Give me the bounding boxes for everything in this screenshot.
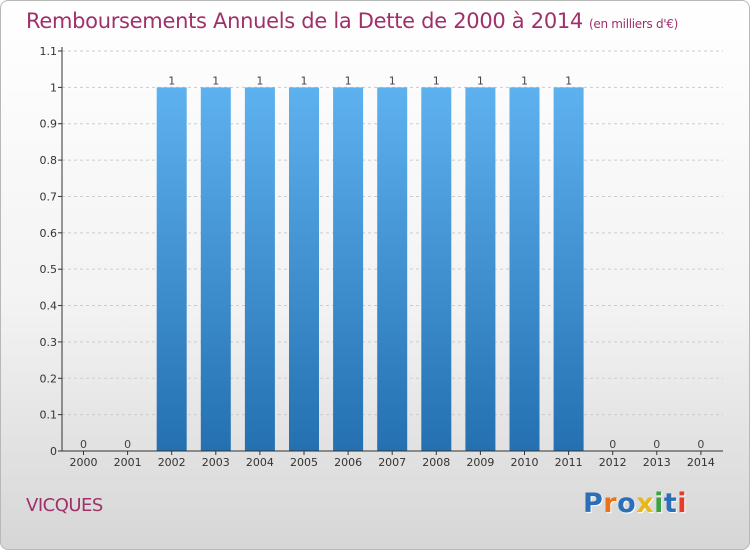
logo-letter: o [617, 488, 637, 519]
bar [244, 87, 275, 451]
data-label: 0 [124, 438, 131, 451]
x-tick-label: 2004 [246, 456, 274, 469]
y-tick-label: 0.5 [40, 263, 58, 276]
y-tick-label: 1.1 [40, 45, 58, 58]
x-tick-label: 2009 [466, 456, 494, 469]
y-tick-label: 0.7 [40, 190, 58, 203]
data-label: 1 [389, 74, 396, 87]
chart-title: Remboursements Annuels de la Dette de 20… [26, 9, 678, 33]
y-tick-label: 0.2 [40, 372, 58, 385]
x-tick-label: 2008 [422, 456, 450, 469]
bar [289, 87, 319, 451]
proxiti-logo: Proxiti [583, 488, 687, 519]
data-label: 1 [433, 74, 440, 87]
data-label: 1 [477, 74, 484, 87]
bar [156, 87, 187, 451]
y-tick-label: 0.3 [40, 336, 58, 349]
x-tick-label: 2012 [599, 456, 627, 469]
logo-letter: P [583, 488, 604, 519]
bar [421, 87, 452, 451]
x-tick-label: 2007 [378, 456, 406, 469]
data-label: 1 [256, 74, 263, 87]
x-tick-label: 2013 [643, 456, 671, 469]
bar [553, 87, 584, 451]
data-label: 1 [301, 74, 308, 87]
x-tick-label: 2011 [555, 456, 583, 469]
x-tick-label: 2001 [114, 456, 142, 469]
logo-letter: i [654, 488, 664, 519]
data-label: 1 [345, 74, 352, 87]
bar [377, 87, 408, 451]
data-label: 0 [80, 438, 87, 451]
bar [333, 87, 364, 451]
data-label: 0 [609, 438, 616, 451]
x-tick-label: 2000 [70, 456, 98, 469]
y-tick-label: 0.1 [40, 409, 58, 422]
bar [509, 87, 540, 451]
data-label: 0 [653, 438, 660, 451]
data-label: 1 [168, 74, 175, 87]
x-tick-label: 2006 [334, 456, 362, 469]
x-tick-label: 2003 [202, 456, 230, 469]
chart-title-text: Remboursements Annuels de la Dette de 20… [26, 9, 583, 33]
x-tick-label: 2010 [511, 456, 539, 469]
x-tick-label: 2005 [290, 456, 318, 469]
logo-letter: t [663, 488, 678, 519]
x-tick-label: 2002 [158, 456, 186, 469]
data-label: 1 [565, 74, 572, 87]
logo-letter: x [636, 488, 655, 519]
y-tick-label: 0.8 [40, 154, 58, 167]
y-tick-label: 1 [50, 81, 57, 94]
commune-name: VICQUES [26, 495, 103, 516]
data-label: 1 [212, 74, 219, 87]
y-tick-label: 0.4 [40, 300, 58, 313]
data-label: 0 [697, 438, 704, 451]
y-tick-label: 0.6 [40, 227, 58, 240]
y-tick-label: 0 [50, 445, 57, 458]
logo-letter: i [677, 488, 688, 519]
y-tick-label: 0.9 [40, 118, 58, 131]
chart-unit-note: (en milliers d'€) [589, 17, 679, 31]
logo-letter: r [603, 488, 618, 519]
bar [200, 87, 231, 451]
data-label: 1 [521, 74, 528, 87]
bar [465, 87, 496, 451]
x-tick-label: 2014 [687, 456, 715, 469]
